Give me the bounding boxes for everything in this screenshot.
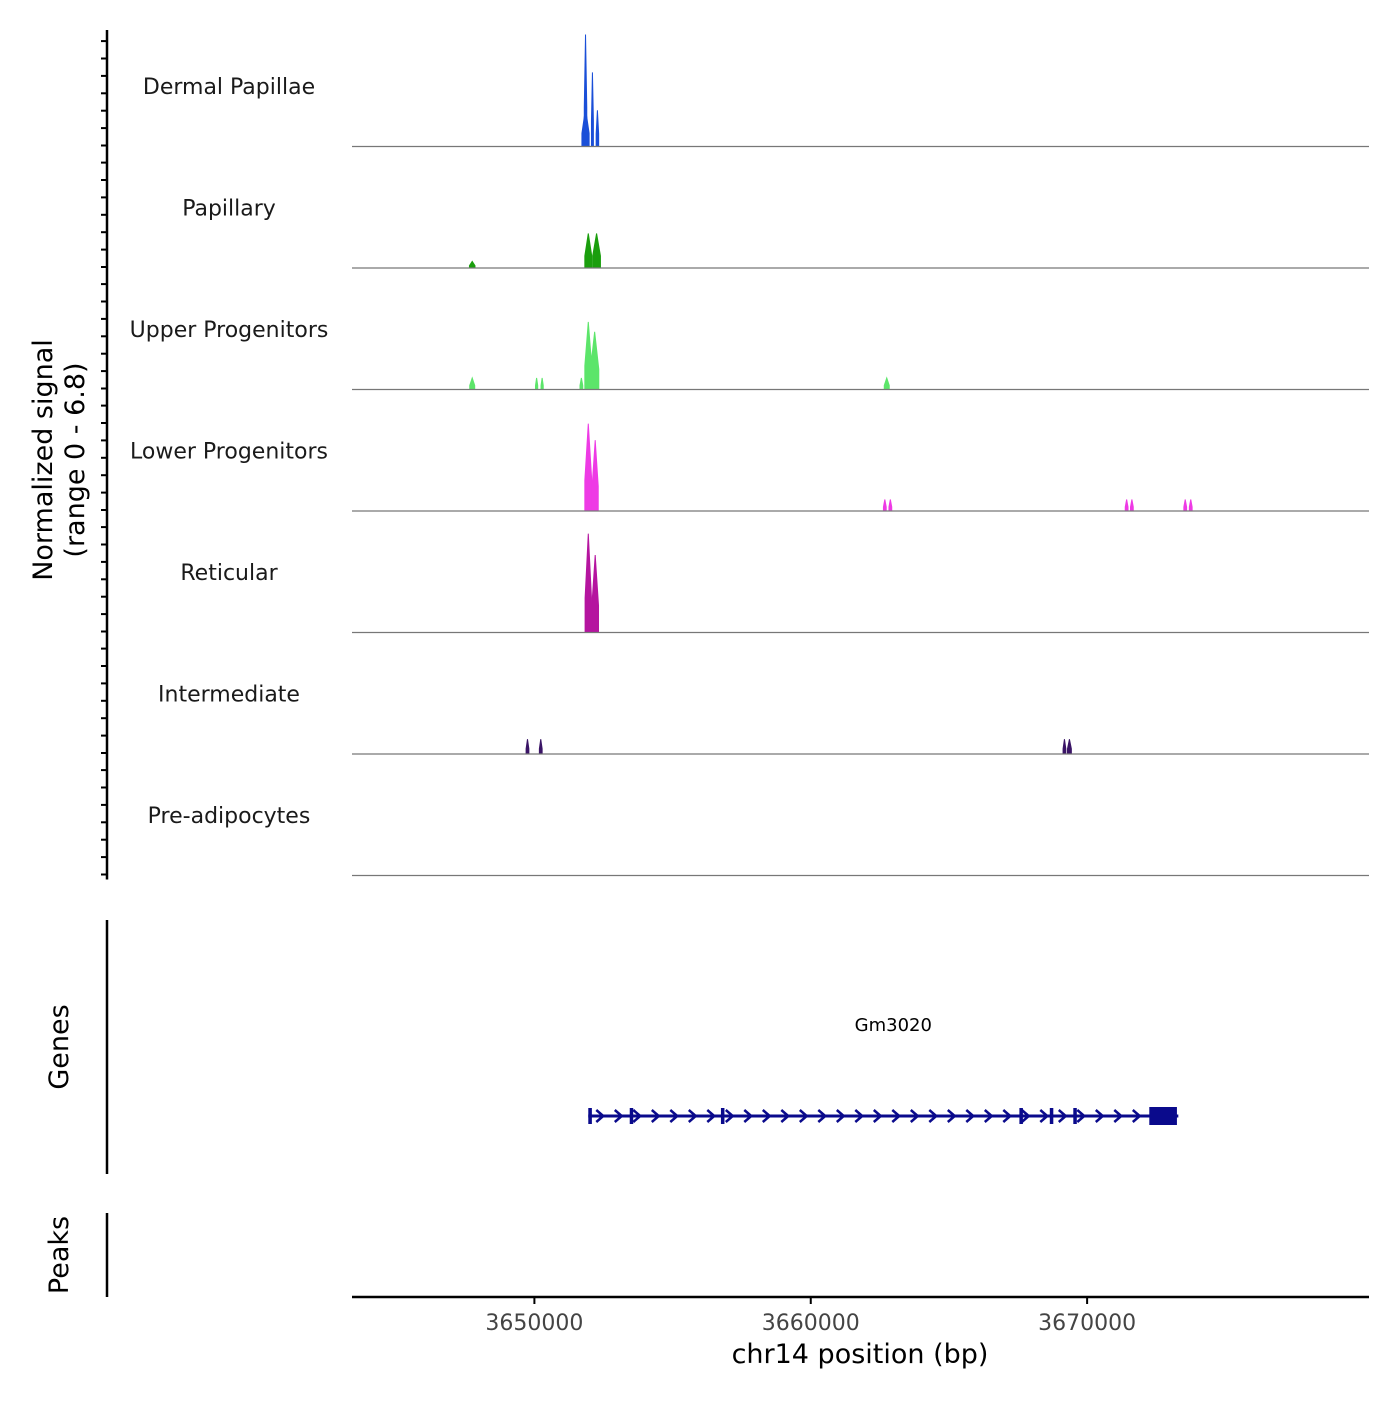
signal-tracks: Dermal Papillae Papillary Upper Progenitor…: [130, 34, 1369, 877]
strand-arrow: [1076, 1109, 1087, 1123]
signal-peak: [1124, 499, 1129, 512]
track-label: Reticular: [180, 561, 278, 586]
signal-peak: [883, 376, 890, 390]
signal-peak: [589, 331, 600, 390]
genes-axis-title: Genes: [44, 1004, 75, 1089]
strand-arrow: [632, 1109, 643, 1123]
signal-peak: [882, 499, 887, 512]
strand-arrow: [595, 1109, 606, 1123]
gene-label: Gm3020: [855, 1015, 932, 1036]
exon: [1149, 1107, 1177, 1125]
track-reticular: Reticular: [180, 533, 1369, 634]
strand-arrow: [761, 1109, 772, 1123]
signal-axis-title-line2: (range 0 - 6.8): [60, 362, 91, 557]
signal-peak: [590, 72, 594, 147]
gene-track: Gm3020: [588, 1015, 1179, 1125]
strand-arrow: [706, 1109, 717, 1123]
strand-arrow: [835, 1109, 846, 1123]
track-label: Dermal Papillae: [143, 75, 315, 100]
track-lower-progenitors: Lower Progenitors: [130, 423, 1369, 512]
track-papillary: Papillary: [182, 196, 1369, 269]
strand-arrow: [872, 1109, 883, 1123]
signal-peak: [1188, 499, 1193, 512]
track-label: Pre-adipocytes: [148, 804, 311, 829]
signal-peak: [591, 555, 600, 633]
track-dermal-papillae: Dermal Papillae: [143, 34, 1369, 148]
strand-arrow: [724, 1109, 735, 1123]
track-label: Upper Progenitors: [130, 318, 329, 343]
track-label: Intermediate: [158, 682, 300, 707]
track-label: Lower Progenitors: [130, 439, 328, 464]
strand-arrow: [965, 1109, 976, 1123]
signal-peak: [584, 423, 593, 512]
strand-arrow: [928, 1109, 939, 1123]
signal-peak: [888, 499, 893, 512]
signal-axis-title-line1: Normalized signal: [28, 339, 59, 581]
signal-peak: [595, 110, 600, 147]
signal-peak: [1062, 739, 1067, 755]
signal-peak: [540, 377, 544, 390]
track-intermediate: Intermediate: [158, 682, 1369, 755]
strand-arrow: [909, 1109, 920, 1123]
strand-arrow: [1039, 1109, 1050, 1123]
exon: [720, 1108, 725, 1124]
signal-peak: [584, 233, 593, 269]
exon: [588, 1108, 592, 1124]
strand-arrow: [946, 1109, 957, 1123]
track-upper-progenitors: Upper Progenitors: [130, 318, 1369, 391]
signal-axis-title: Normalized signal (range 0 - 6.8): [28, 339, 91, 581]
signal-peak: [468, 260, 476, 269]
track-label: Papillary: [182, 196, 276, 221]
exon: [629, 1108, 634, 1124]
x-tick-label: 3650000: [485, 1311, 583, 1336]
strand-arrow: [1131, 1109, 1142, 1123]
strand-arrow: [854, 1109, 865, 1123]
signal-peak: [538, 739, 543, 755]
exon: [1073, 1108, 1077, 1124]
track-pre-adipocytes: Pre-adipocytes: [148, 804, 1369, 877]
x-tick-label: 3670000: [1038, 1311, 1136, 1336]
strand-arrow: [798, 1109, 809, 1123]
signal-peak: [591, 440, 599, 512]
genes-y-axis: Genes: [44, 920, 109, 1174]
strand-arrow: [687, 1109, 698, 1123]
signal-peak: [525, 739, 530, 755]
strand-arrow: [1057, 1109, 1068, 1123]
signal-peak: [579, 377, 584, 390]
peaks-axis-title: Peaks: [44, 1216, 75, 1294]
peaks-y-axis: Peaks: [44, 1213, 109, 1297]
strand-arrow: [1002, 1109, 1013, 1123]
x-tick-label: 3660000: [762, 1311, 860, 1336]
strand-arrow: [1094, 1109, 1105, 1123]
strand-arrow: [1113, 1109, 1124, 1123]
x-axis-title: chr14 position (bp): [732, 1339, 989, 1370]
exon: [1019, 1108, 1023, 1124]
signal-y-axis: [101, 30, 109, 880]
strand-arrow: [817, 1109, 828, 1123]
strand-arrow: [743, 1109, 754, 1123]
gene-gm3020: Gm3020: [588, 1015, 1179, 1125]
signal-peak: [469, 376, 476, 390]
exon: [1049, 1108, 1054, 1124]
strand-arrow: [780, 1109, 791, 1123]
signal-peak: [1066, 739, 1072, 755]
strand-arrow: [613, 1109, 624, 1123]
signal-peak: [592, 233, 601, 269]
signal-peak: [1130, 499, 1134, 512]
strand-arrow: [983, 1109, 994, 1123]
strand-arrow: [891, 1109, 902, 1123]
strand-arrow: [669, 1109, 680, 1123]
strand-arrow: [1020, 1109, 1031, 1123]
x-axis: chr14 position (bp) 3650000 3660000 367000…: [352, 1295, 1369, 1370]
strand-arrow: [650, 1109, 661, 1123]
signal-peak: [584, 533, 592, 633]
signal-peak: [1183, 499, 1188, 512]
signal-peak: [535, 377, 539, 390]
signal-peak: [581, 108, 590, 147]
